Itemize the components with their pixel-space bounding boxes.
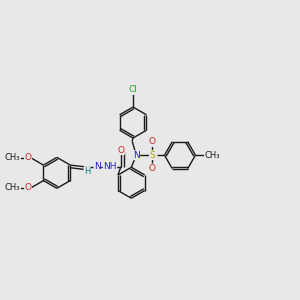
Text: N: N [94, 162, 101, 171]
Text: O: O [25, 183, 32, 192]
Text: H: H [84, 167, 91, 176]
Text: CH₃: CH₃ [5, 153, 20, 162]
Text: N: N [133, 151, 140, 160]
Text: O: O [149, 164, 156, 173]
Text: O: O [149, 137, 156, 146]
Text: CH₃: CH₃ [5, 183, 20, 192]
Text: NH: NH [103, 162, 117, 171]
Text: O: O [25, 153, 32, 162]
Text: S: S [149, 151, 155, 160]
Text: O: O [117, 146, 124, 154]
Text: CH₃: CH₃ [205, 151, 220, 160]
Text: Cl: Cl [129, 85, 137, 94]
